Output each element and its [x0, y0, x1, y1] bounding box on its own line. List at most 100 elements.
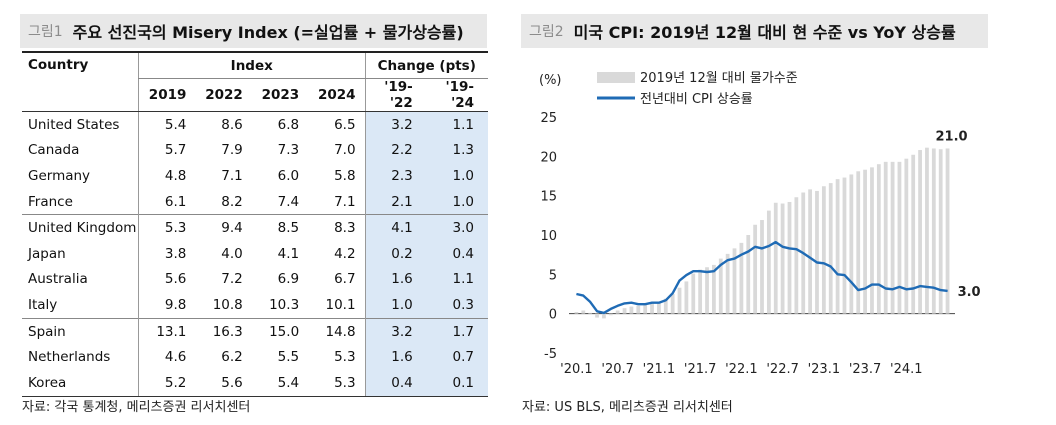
index-cell: 5.5 [277, 349, 300, 366]
table-row: Germany 4.8 7.1 6.0 5.8 2.3 1.0 [22, 163, 488, 189]
index-cell: 5.3 [308, 369, 366, 397]
x-tick-label: '24.1 [890, 362, 923, 377]
figure-label-2: 그림2 [529, 24, 564, 40]
header-year: 2022 [195, 78, 252, 112]
index-cell: 7.1 [221, 167, 243, 184]
price-level-bar [821, 186, 826, 314]
index-cell: 6.2 [221, 349, 243, 366]
change-cell: 3.0 [426, 214, 488, 241]
header-change-period: '19-'22 [364, 78, 427, 112]
price-level-bar [870, 167, 874, 314]
y-axis-label: (%) [539, 73, 562, 88]
country-cell: Netherlands [28, 349, 111, 366]
y-tick-label: 25 [540, 111, 557, 126]
index-cell: 8.6 [221, 116, 243, 133]
change-cell: 1.0 [426, 163, 488, 189]
price-level-bar [718, 258, 723, 314]
x-axis-ticks: '20.1 '20.7 '21.1 '21.7 '22.1 '22.7 '23.1 '23.7… [560, 362, 922, 377]
price-level-bar [670, 294, 675, 314]
index-cell: 9.8 [137, 292, 196, 319]
y-tick-label: -5 [544, 347, 557, 362]
price-level-bar [574, 312, 579, 314]
price-level-bar [746, 235, 751, 314]
change-cell: 2.1 [364, 188, 427, 215]
price-level-bar [890, 161, 895, 314]
price-level-bar [904, 158, 909, 314]
change-cell: 4.1 [364, 214, 427, 241]
index-cell: 3.8 [137, 240, 196, 267]
change-cell: 0.4 [426, 240, 488, 267]
price-level-bar [760, 220, 764, 314]
price-level-bar [643, 305, 648, 314]
index-cell: 10.3 [269, 296, 300, 313]
price-level-bar [945, 148, 950, 314]
header-change-period: '19-'24 [426, 78, 488, 112]
y-tick-label: 15 [540, 190, 557, 205]
price-level-bar [753, 224, 758, 314]
header-index: Index [137, 51, 366, 79]
index-cell: 5.4 [251, 369, 309, 397]
table-row: Australia 5.6 7.2 6.9 6.7 1.6 1.1 [22, 266, 488, 293]
index-cell: 8.2 [221, 193, 243, 210]
chart-title: 미국 CPI: 2019년 12월 대비 현 수준 vs YoY 상승률 [573, 23, 956, 42]
left-panel-title: 그림1 주요 선진국의 Misery Index (=실업률 + 물가상승률) [20, 14, 487, 48]
price-level-bar [739, 242, 744, 314]
price-level-bar [608, 313, 613, 316]
end-labels: 21.0 3.0 [936, 129, 981, 299]
table-row: Canada 5.7 7.9 7.3 7.0 2.2 1.3 [22, 137, 488, 164]
y-tick-label: 10 [540, 229, 557, 244]
price-level-bar [931, 148, 936, 314]
price-level-bar [828, 183, 833, 314]
price-level-bar [835, 179, 840, 314]
index-cell: 5.3 [137, 214, 196, 241]
change-cell: 1.3 [426, 137, 488, 164]
price-level-bar [615, 310, 620, 314]
table-row: Italy 9.8 10.8 10.3 10.1 1.0 0.3 [22, 292, 488, 319]
change-cell: 0.7 [426, 344, 488, 370]
table-row: Spain 13.1 16.3 15.0 14.8 3.2 1.7 [22, 317, 488, 345]
country-cell: Italy [28, 296, 58, 313]
country-cell: Japan [28, 245, 66, 262]
price-level-bar [883, 161, 888, 314]
price-level-bar [602, 313, 606, 319]
index-cell: 10.8 [212, 296, 243, 313]
index-cell: 9.4 [195, 214, 252, 241]
country-cell: United Kingdom [22, 214, 139, 241]
price-level-bar [876, 164, 881, 314]
index-cell: 6.8 [277, 116, 300, 133]
price-level-bar [595, 313, 599, 318]
change-cell: 1.6 [364, 266, 427, 293]
price-level-bar [925, 147, 929, 314]
change-cell: 0.2 [364, 240, 427, 267]
index-cell: 15.0 [251, 317, 309, 345]
country-cell: Spain [22, 317, 139, 345]
index-cell: 5.6 [195, 369, 252, 397]
x-tick-label: '20.7 [601, 362, 634, 377]
change-cell: 2.2 [364, 137, 427, 164]
index-cell: 8.3 [308, 214, 366, 241]
index-cell: 7.3 [277, 142, 300, 159]
country-cell: Korea [22, 369, 139, 397]
table-row: United States 5.4 8.6 6.8 6.5 3.2 1.1 [22, 111, 488, 138]
y-tick-label: 5 [549, 268, 557, 283]
price-level-bar [918, 150, 922, 314]
price-level-bar [732, 248, 737, 314]
index-cell: 16.3 [195, 317, 252, 345]
index-cell: 13.1 [137, 317, 196, 345]
price-level-bar [705, 267, 709, 314]
price-level-bar [698, 269, 703, 314]
index-cell: 6.5 [334, 116, 356, 133]
change-cell: 3.2 [364, 111, 427, 138]
change-cell: 1.0 [364, 292, 427, 319]
price-level-bar [725, 253, 730, 314]
index-cell: 6.1 [137, 188, 196, 215]
right-source-note: 자료: US BLS, 메리츠증권 리서치센터 [522, 400, 733, 415]
change-cell: 1.1 [426, 111, 488, 138]
yoy-line [576, 240, 948, 315]
table-row: France 6.1 8.2 7.4 7.1 2.1 1.0 [22, 188, 488, 215]
x-tick-label: '21.7 [684, 362, 717, 377]
right-panel-title: 그림2 미국 CPI: 2019년 12월 대비 현 수준 vs YoY 상승률 [521, 14, 988, 48]
country-cell: Canada [28, 142, 80, 159]
index-cell: 14.8 [308, 317, 366, 345]
country-cell: Germany [28, 167, 91, 184]
